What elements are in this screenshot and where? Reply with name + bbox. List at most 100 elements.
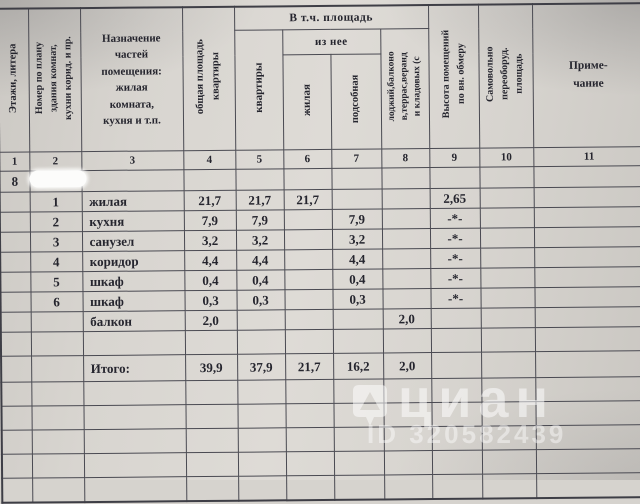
cell-height: -*- <box>429 208 480 229</box>
cell-plan-number <box>31 429 84 455</box>
cell-auxiliary-area <box>333 402 384 428</box>
cell-note <box>534 246 640 268</box>
cell-balcony-area <box>382 248 431 269</box>
cell-purpose <box>83 428 186 454</box>
cell-note <box>534 266 640 288</box>
cell-purpose <box>83 380 186 406</box>
cell-apartment-area: 3,2 <box>235 229 285 251</box>
cell-total-area <box>185 380 238 405</box>
cell-apartment-area <box>235 168 284 191</box>
column-number-10: 10 <box>479 147 534 168</box>
cell-living-area <box>284 269 333 290</box>
cell-height: -*- <box>430 248 481 269</box>
cell-floor <box>2 478 33 503</box>
cell-purpose: кухня <box>81 210 184 232</box>
cell-balcony-area: 2,0 <box>382 308 431 329</box>
cell-auxiliary-area <box>331 188 382 210</box>
cell-auxiliary-area <box>334 474 385 500</box>
cell-unauthorized-area <box>479 166 534 189</box>
cell-apartment-area: 37,9 <box>237 353 286 381</box>
cell-living-area <box>286 475 335 501</box>
cell-plan-number: 2 <box>29 211 82 233</box>
table-row <box>2 472 640 503</box>
header-unauthorized-label: Самовольно переоборуд. площадь <box>484 46 526 102</box>
cell-apartment-area: 0,3 <box>236 289 285 311</box>
cell-plan-number <box>30 331 84 357</box>
cell-unauthorized-area <box>479 207 534 229</box>
column-number-9: 9 <box>429 148 480 168</box>
header-purpose: Назначение частей помещения: жилая комна… <box>80 7 184 152</box>
cell-unauthorized-area <box>481 351 536 379</box>
header-living-area-label: жилая <box>300 83 313 116</box>
cell-unauthorized-area <box>481 377 536 403</box>
cell-living-area <box>285 403 334 428</box>
cell-plan-number: 4 <box>30 251 83 273</box>
header-total-area: общая площадь квартиры <box>182 6 236 151</box>
cell-height <box>431 426 482 451</box>
cell-total-area <box>185 452 239 477</box>
cell-balcony-area <box>382 328 432 353</box>
cell-balcony-area <box>381 228 431 249</box>
cell-total-area: 3,2 <box>183 230 237 251</box>
header-note: Приме- чание <box>532 3 640 148</box>
cell-balcony-area <box>384 474 433 500</box>
cell-balcony-area <box>383 402 432 427</box>
cell-auxiliary-area: 0,3 <box>332 288 383 310</box>
column-number-3: 3 <box>81 150 184 171</box>
cell-note <box>535 350 640 378</box>
cell-note <box>533 226 640 248</box>
header-height: Высота помещений по вн. обмеру <box>428 4 480 149</box>
cell-floor <box>0 332 32 357</box>
cell-apartment-area <box>237 451 287 477</box>
cell-unauthorized-area <box>480 247 535 269</box>
cell-height <box>431 352 482 379</box>
header-auxiliary-area: подсобная <box>330 53 382 150</box>
cell-unauthorized-area <box>479 187 534 209</box>
cell-note <box>534 326 640 352</box>
header-apartment-area-label: квартиры <box>252 62 265 113</box>
cell-living-area <box>285 427 334 452</box>
cell-living-area <box>285 379 334 404</box>
cell-purpose <box>84 476 187 503</box>
cell-purpose <box>83 452 187 478</box>
cell-plan-number <box>31 405 84 431</box>
column-number-5: 5 <box>235 149 284 170</box>
cell-plan-number: 3 <box>29 231 83 253</box>
cell-auxiliary-area <box>333 450 385 476</box>
white-out-redaction-blob <box>29 170 87 188</box>
cell-living-area <box>283 209 332 230</box>
cell-note <box>534 306 640 328</box>
cell-floor <box>0 272 31 293</box>
cell-living-area <box>283 229 333 250</box>
header-balcony-area-label: лоджий,балконо в,террас,веранд и кладовы… <box>386 51 423 122</box>
cell-balcony-area <box>383 426 432 451</box>
cell-unauthorized-area <box>480 327 536 353</box>
cell-note <box>535 448 640 474</box>
cell-floor <box>1 356 32 383</box>
cell-auxiliary-area <box>332 308 383 330</box>
cell-total-area: 0,4 <box>184 270 237 291</box>
cell-total-area: 21,7 <box>183 190 236 211</box>
column-number-4: 4 <box>183 150 236 170</box>
cell-total-area: 39,9 <box>185 354 238 381</box>
cell-living-area <box>284 329 334 354</box>
cell-purpose: Итого: <box>83 354 186 382</box>
cell-total-area: 0,3 <box>184 290 237 311</box>
cell-living-area <box>284 309 333 330</box>
cell-note <box>535 376 640 402</box>
cell-unauthorized-area <box>481 401 536 427</box>
cell-auxiliary-area: 16,2 <box>333 352 384 380</box>
cell-unauthorized-area <box>482 473 537 499</box>
cell-height <box>431 402 482 427</box>
cell-balcony-area <box>382 268 431 289</box>
cell-apartment-area <box>236 309 285 331</box>
column-number-11: 11 <box>533 146 640 167</box>
cell-unauthorized-area <box>480 307 535 329</box>
column-number-8: 8 <box>381 148 430 168</box>
cell-unauthorized-area <box>480 287 535 309</box>
cell-purpose <box>83 404 186 430</box>
cell-height <box>432 474 483 500</box>
cell-balcony-area <box>381 188 430 209</box>
cell-height <box>431 378 482 403</box>
